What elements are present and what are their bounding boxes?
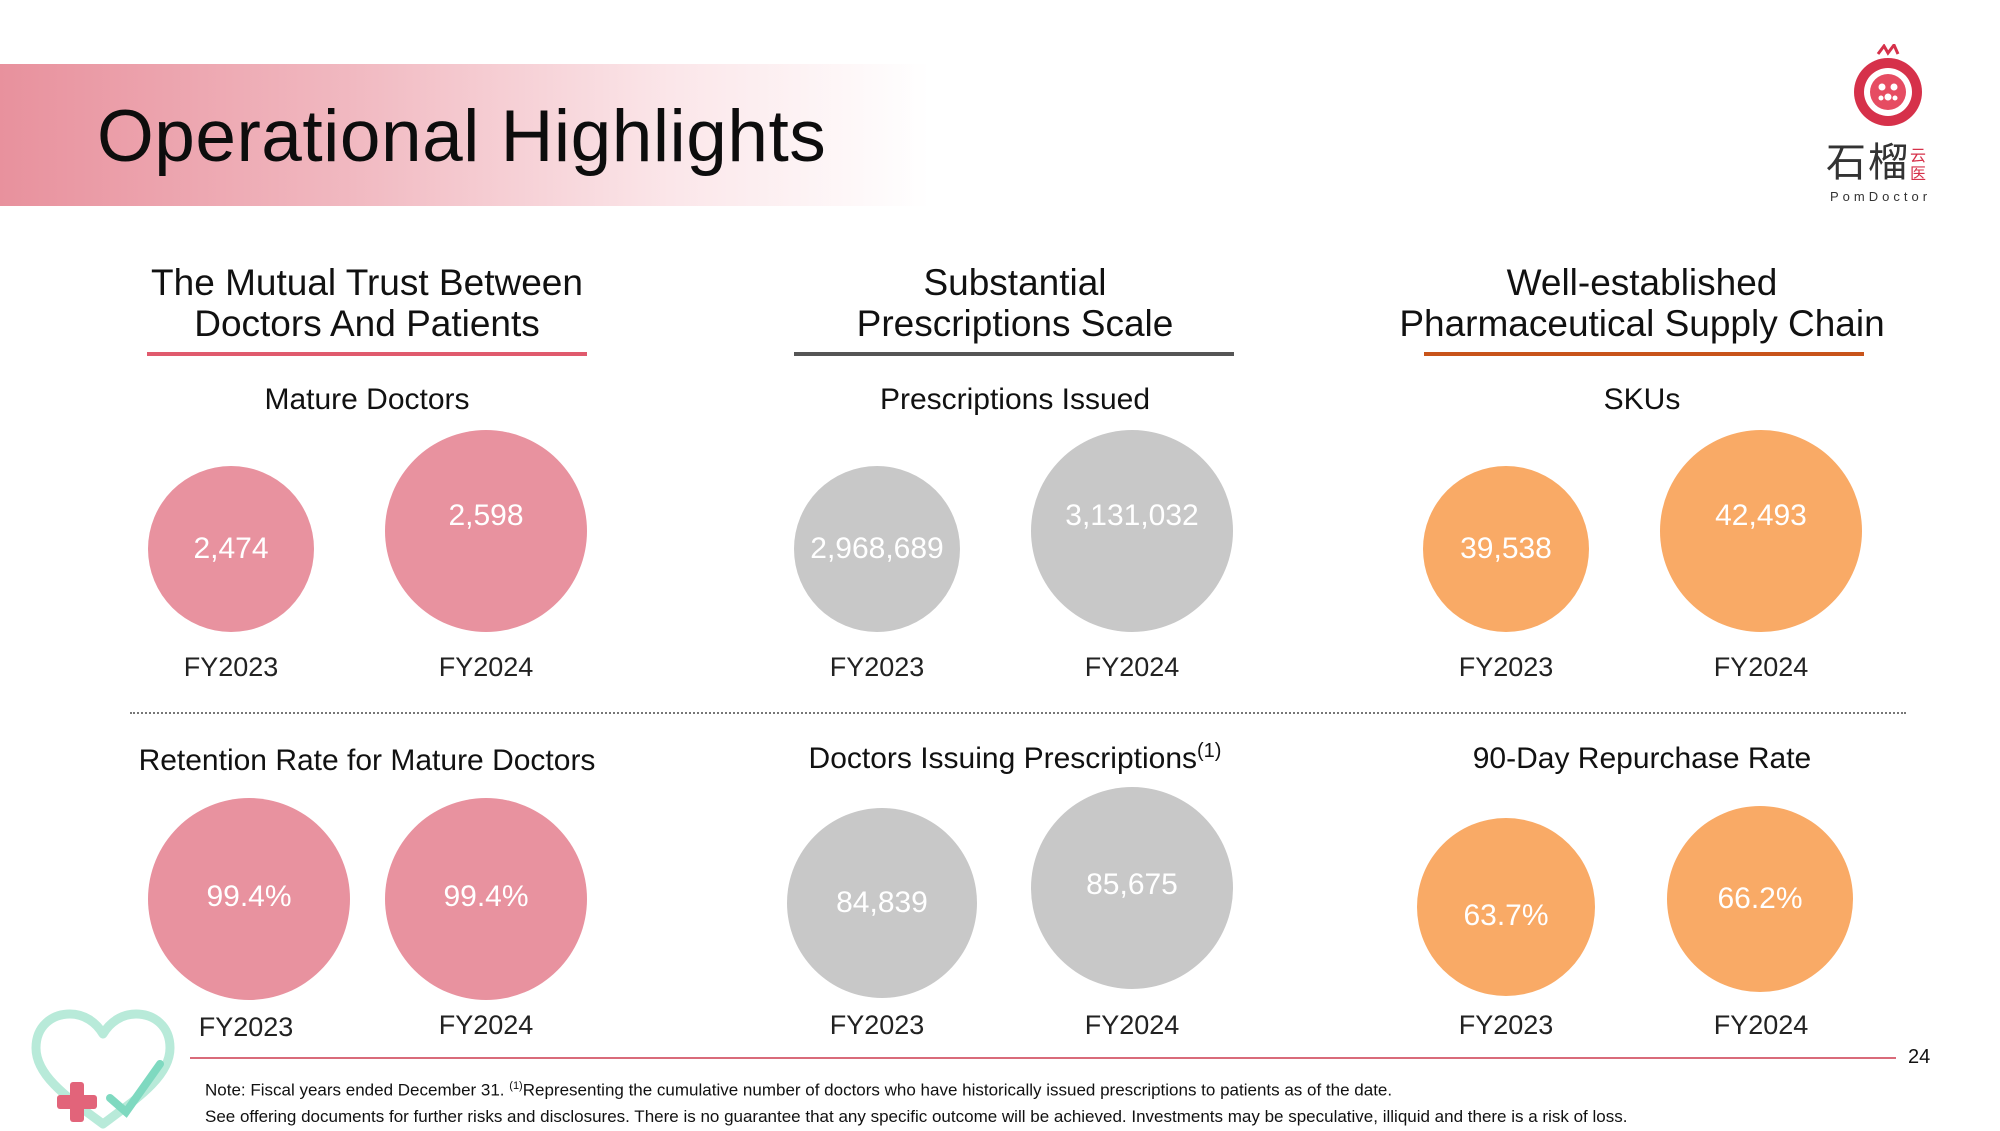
pomdoctor-logo-icon <box>1854 44 1922 126</box>
year-label: FY2024 <box>438 1010 534 1040</box>
year-label: FY2023 <box>1458 652 1554 682</box>
bubble-prescriptions-issued-fy2023: 2,968,689 <box>794 466 960 632</box>
metric-label-repurchase-rate: 90-Day Repurchase Rate <box>1472 742 1812 775</box>
bubble-prescriptions-issued-fy2024: 3,131,032 <box>1031 430 1233 632</box>
column-header-trust: The Mutual Trust Between Doctors And Pat… <box>151 262 583 344</box>
year-label: FY2023 <box>829 1010 925 1040</box>
column-header-supply-chain: Well-established Pharmaceutical Supply C… <box>1399 262 1885 344</box>
bubble-repurchase-fy2024: 66.2% <box>1667 806 1853 992</box>
logo-text-en: PomDoctor <box>1830 189 1932 204</box>
bubble-skus-fy2023: 39,538 <box>1423 466 1589 632</box>
section-divider <box>130 712 1906 714</box>
footnote: Note: Fiscal years ended December 31. (1… <box>205 1080 1393 1100</box>
footnote-marker: (1) <box>509 1080 523 1092</box>
bubble-retention-fy2024: 99.4% <box>385 798 587 1000</box>
year-label: FY2023 <box>829 652 925 682</box>
bubble-mature-doctors-fy2023: 2,474 <box>148 466 314 632</box>
page-number: 24 <box>1908 1046 1931 1068</box>
heart-medical-icon <box>31 1009 175 1129</box>
year-label: FY2024 <box>1084 652 1180 682</box>
metric-label-retention-rate: Retention Rate for Mature Doctors <box>138 744 596 777</box>
logo-text-cn-small: 云医 <box>1910 146 1929 183</box>
column-underline-supply-chain <box>1424 352 1864 356</box>
year-label: FY2023 <box>183 652 279 682</box>
column-underline-trust <box>147 352 587 356</box>
column-underline-prescriptions <box>794 352 1234 356</box>
metric-label-prescriptions-issued: Prescriptions Issued <box>879 383 1151 416</box>
footnote-marker: (1) <box>1197 740 1222 762</box>
metric-label-mature-doctors: Mature Doctors <box>264 383 470 416</box>
year-label: FY2024 <box>1084 1010 1180 1040</box>
year-label: FY2024 <box>1713 1010 1809 1040</box>
disclaimer: See offering documents for further risks… <box>205 1107 1628 1126</box>
year-label: FY2023 <box>198 1012 294 1042</box>
bubble-skus-fy2024: 42,493 <box>1660 430 1862 632</box>
bubble-retention-fy2023: 99.4% <box>148 798 350 1000</box>
metric-label-doctors-issuing: Doctors Issuing Prescriptions(1) <box>808 740 1222 775</box>
bubble-repurchase-fy2023: 63.7% <box>1417 818 1595 996</box>
bubble-mature-doctors-fy2024: 2,598 <box>385 430 587 632</box>
page-title: Operational Highlights <box>97 96 827 177</box>
title-band <box>0 64 930 206</box>
column-header-prescriptions: Substantial Prescriptions Scale <box>856 262 1174 344</box>
logo-text-cn: 石榴云医 <box>1826 140 1929 186</box>
year-label: FY2023 <box>1458 1010 1554 1040</box>
footer-rule <box>190 1057 1896 1059</box>
bubble-doctors-issuing-fy2023: 84,839 <box>787 808 977 998</box>
bubble-doctors-issuing-fy2024: 85,675 <box>1031 787 1233 989</box>
year-label: FY2024 <box>438 652 534 682</box>
metric-label-skus: SKUs <box>1603 383 1681 416</box>
year-label: FY2024 <box>1713 652 1809 682</box>
